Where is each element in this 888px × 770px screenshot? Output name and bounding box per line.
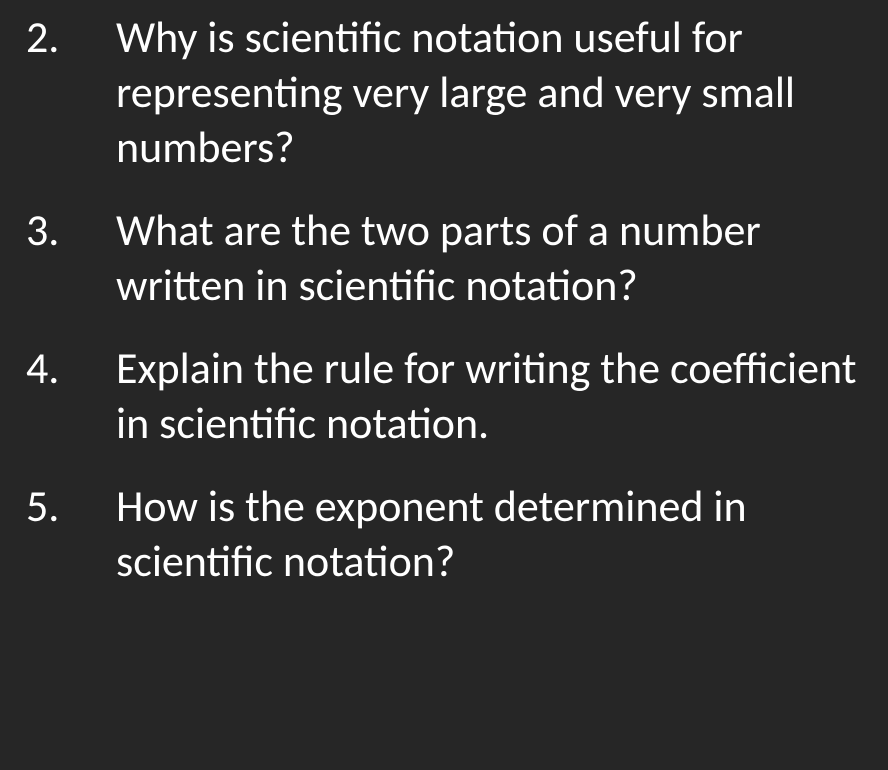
question-number: 2.: [20, 10, 116, 65]
question-text: How is the exponent determined in scient…: [116, 479, 858, 589]
list-item: 2. Why is scientific notation useful for…: [20, 10, 858, 175]
question-text: Why is scientific notation useful for re…: [116, 10, 858, 175]
question-list-container: 2. Why is scientific notation useful for…: [0, 0, 888, 627]
question-text: What are the two parts of a number writt…: [116, 203, 858, 313]
question-number: 3.: [20, 203, 116, 258]
question-number: 5.: [20, 479, 116, 534]
question-list: 2. Why is scientific notation useful for…: [20, 10, 858, 589]
question-text: Explain the rule for writing the coeffic…: [116, 341, 858, 451]
list-item: 5. How is the exponent determined in sci…: [20, 479, 858, 589]
list-item: 3. What are the two parts of a number wr…: [20, 203, 858, 313]
list-item: 4. Explain the rule for writing the coef…: [20, 341, 858, 451]
question-number: 4.: [20, 341, 116, 396]
